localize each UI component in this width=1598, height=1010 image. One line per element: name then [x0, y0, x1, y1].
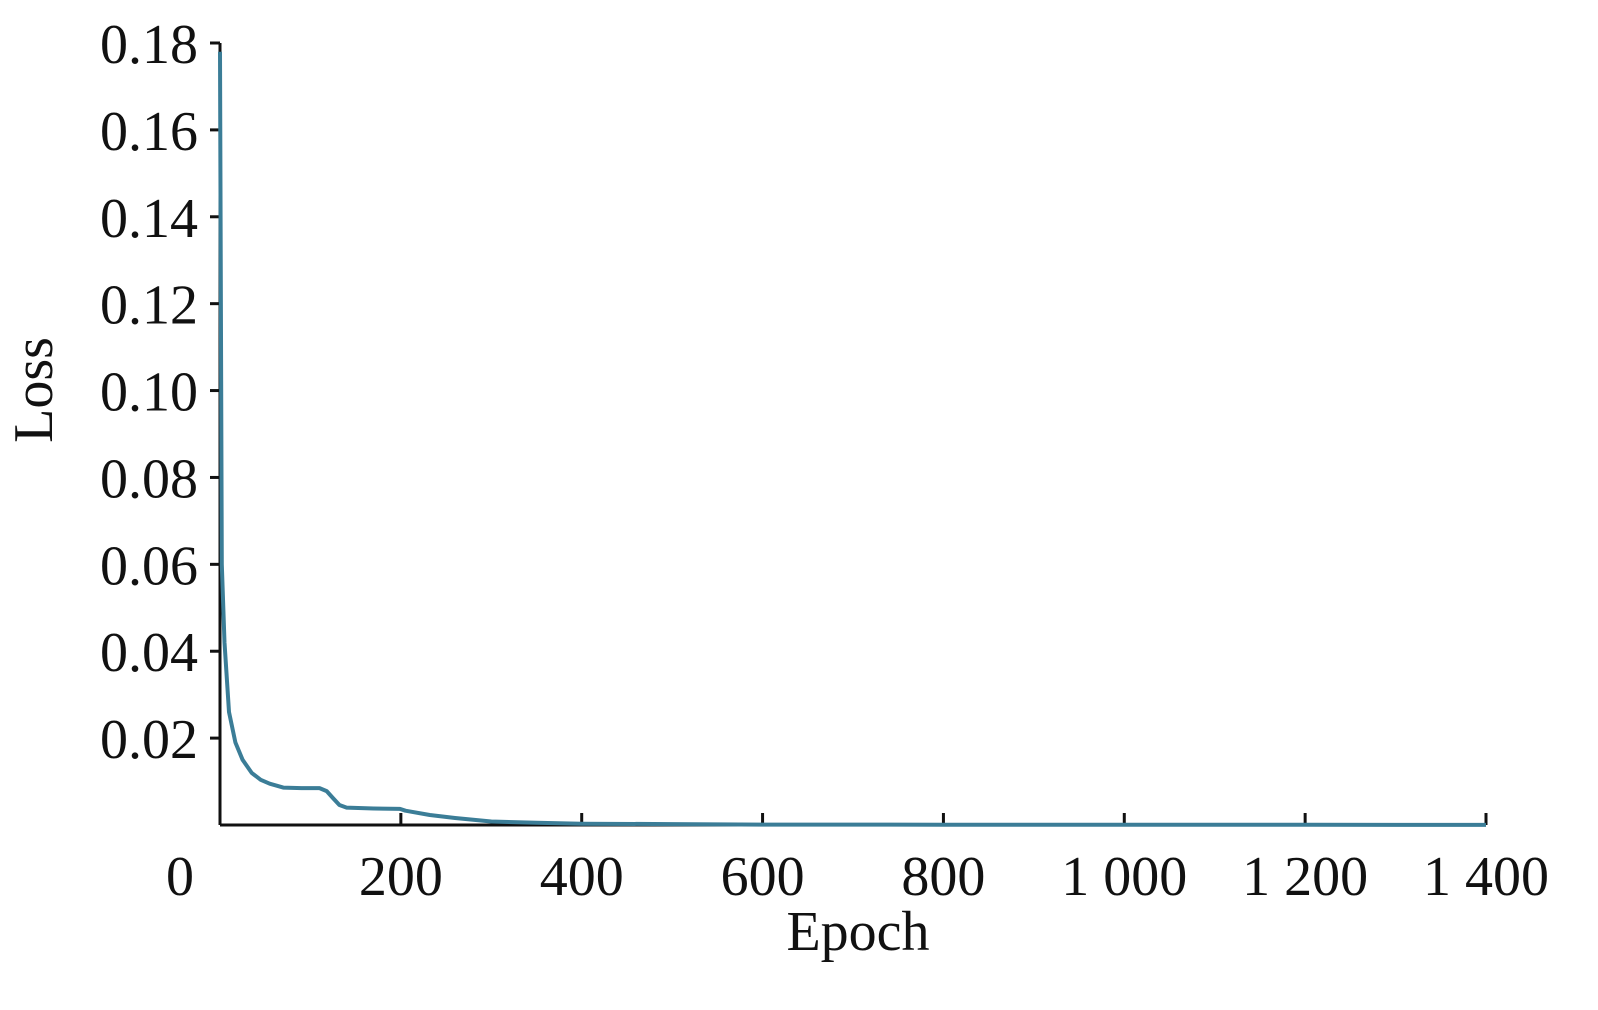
y-tick-label: 0.12: [100, 275, 198, 337]
x-tick-label: 1 000: [1061, 846, 1187, 908]
y-tick-label: 0.18: [100, 14, 198, 76]
y-tick-label: 0.08: [100, 448, 198, 510]
x-tick-label: 600: [721, 846, 805, 908]
x-tick-label: 1 200: [1242, 846, 1368, 908]
y-tick-label: 0.06: [100, 535, 198, 597]
loss-line: [218, 51, 1487, 827]
x-tick-label: 400: [540, 846, 624, 908]
y-axis-label: Loss: [3, 337, 65, 443]
x-tick-label: 1 400: [1423, 846, 1549, 908]
y-tick-label: 0.04: [100, 622, 198, 684]
x-tick-label: 800: [901, 846, 985, 908]
y-tick-label: 0.14: [100, 188, 198, 250]
x-axis-label: Epoch: [786, 901, 929, 963]
y-tick-label: 0.02: [100, 709, 198, 771]
y-tick-label: 0.16: [100, 101, 198, 163]
x-tick-label: 0: [166, 846, 194, 908]
x-tick-label: 200: [359, 846, 443, 908]
y-tick-label: 0.10: [100, 362, 198, 424]
